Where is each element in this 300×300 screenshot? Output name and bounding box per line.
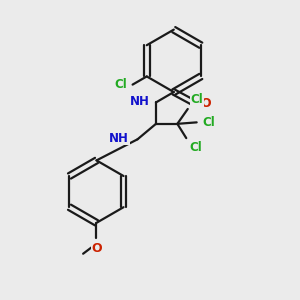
Text: Cl: Cl — [191, 93, 203, 106]
Text: NH: NH — [109, 132, 129, 145]
Text: O: O — [200, 97, 211, 110]
Text: O: O — [91, 242, 102, 255]
Text: Cl: Cl — [202, 116, 215, 129]
Text: Cl: Cl — [115, 78, 127, 91]
Text: Cl: Cl — [189, 141, 202, 154]
Text: NH: NH — [130, 95, 149, 108]
